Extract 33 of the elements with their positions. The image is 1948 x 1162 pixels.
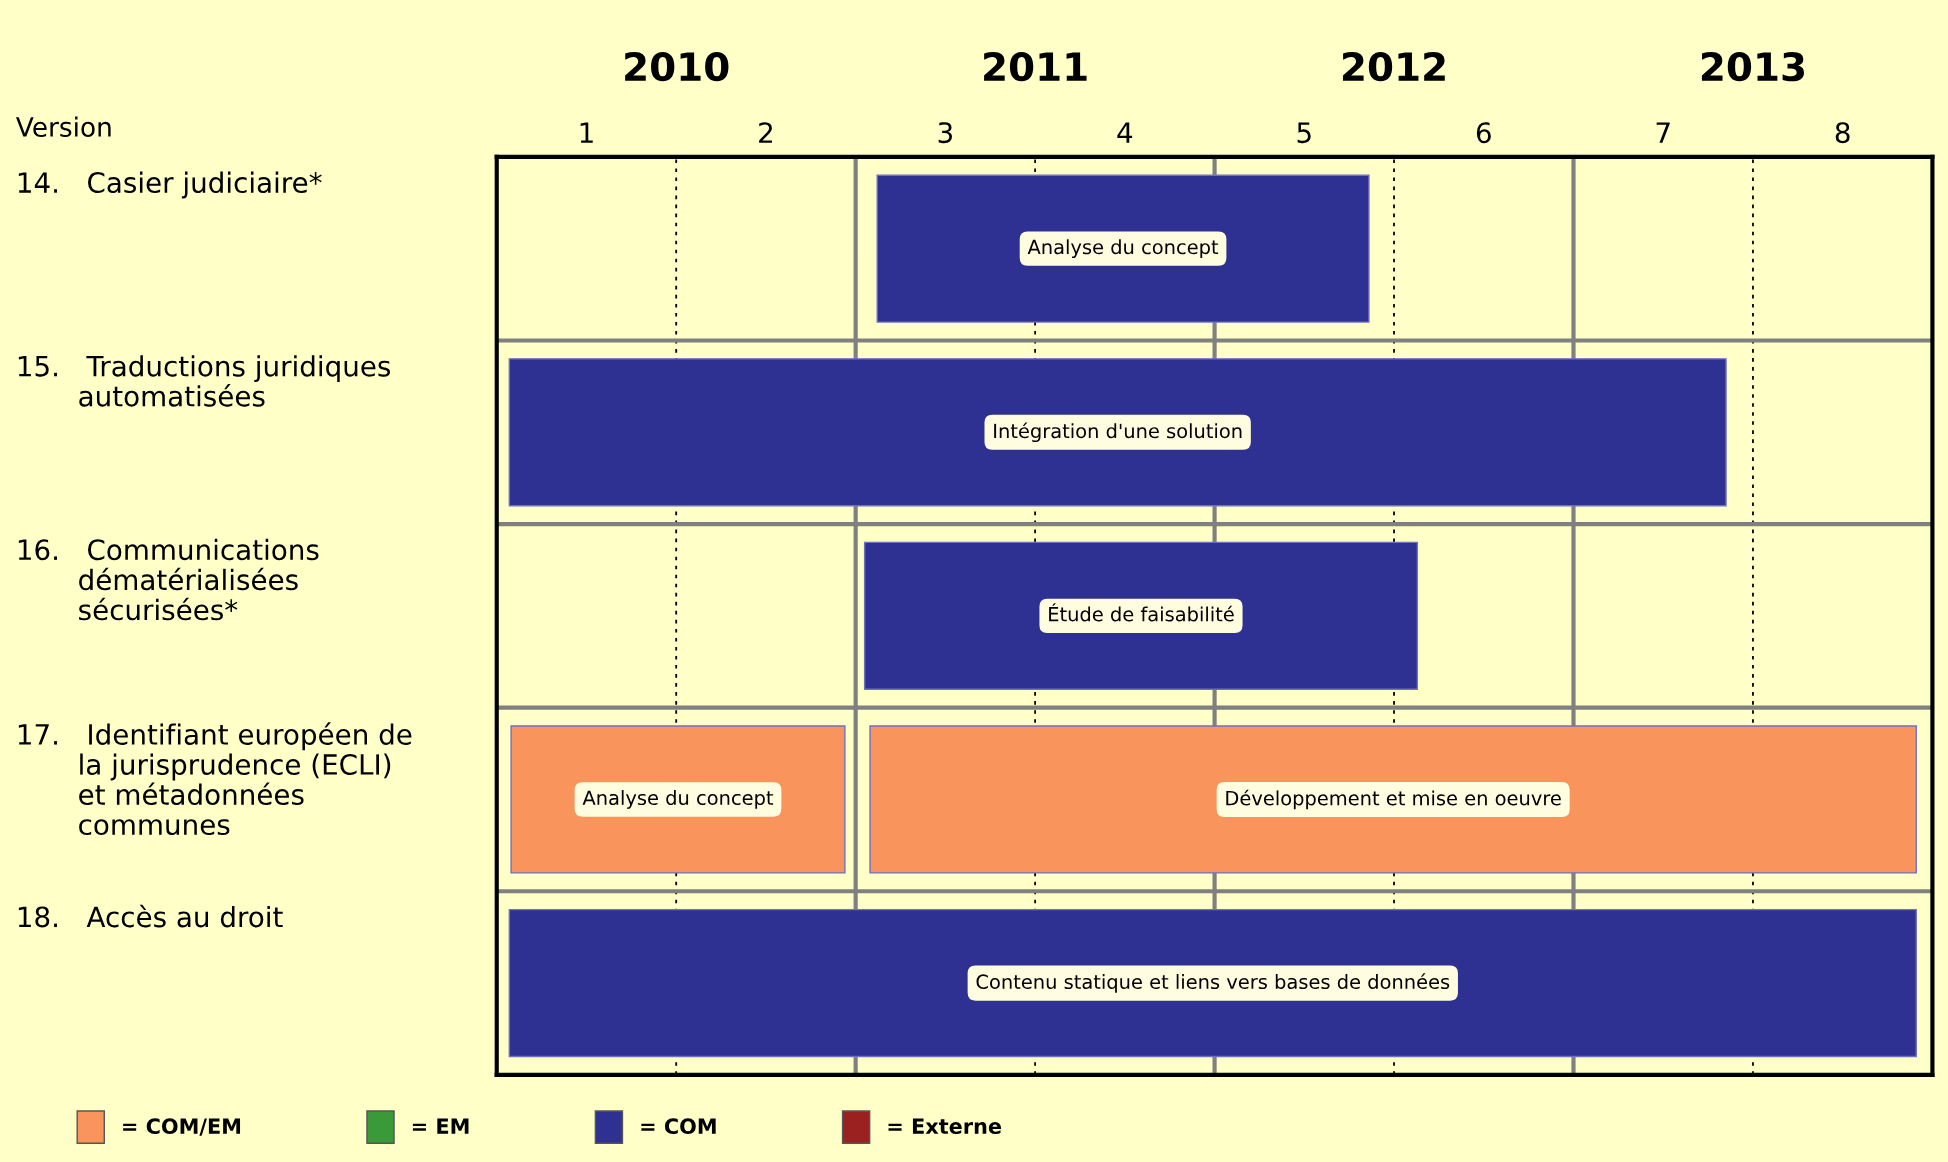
x-tick-label: 7 — [1656, 122, 1670, 143]
data-label: Contenu statique et liens vers bases de données — [976, 973, 1450, 993]
x-tick-label: 6 — [1476, 122, 1491, 144]
y-tick-label: 18. Accès au droit — [18, 904, 283, 928]
bar — [869, 725, 1917, 874]
x-axis-title: Version — [15, 116, 111, 137]
x-tick-label: 2 — [759, 122, 772, 143]
data-label: Analyse du concept — [1027, 239, 1219, 259]
bar — [508, 908, 1917, 1058]
y-tick-label: 16. Communications dématérialisées sécurisées* — [18, 538, 319, 621]
y-tick-label: 14. Casier judiciaire* — [18, 171, 322, 199]
y-tick-label: 17. Identifiant européen de la jurisprudence (ECLI) et métadonnées communes — [18, 722, 412, 836]
legend-label: = COM — [641, 1118, 716, 1135]
x2-tick-label: 2010 — [625, 51, 729, 82]
bar — [508, 358, 1727, 507]
legend-label: = COM/EM — [123, 1118, 241, 1136]
data-label: Intégration d'une solution — [994, 422, 1242, 443]
x-tick-label: 3 — [938, 122, 952, 144]
bar — [876, 174, 1370, 323]
legend-label: = EM — [412, 1118, 469, 1134]
y-tick-label: 15. Traductions juridiques automatisées — [18, 355, 391, 407]
legend-label: = Externe — [888, 1118, 1002, 1135]
x-tick-label: 5 — [1297, 122, 1311, 144]
x-tick-label: 1 — [580, 122, 593, 143]
x-tick-label: 8 — [1835, 122, 1850, 144]
data-label: Étude de faisabilité — [1049, 603, 1234, 622]
x2-tick-label: 2011 — [984, 51, 1087, 82]
data-label: Analyse du concept — [582, 790, 774, 809]
data-label: Développement et mise en oeuvre — [1226, 789, 1561, 810]
x-tick-label: 4 — [1117, 122, 1133, 143]
x2-tick-label: 2013 — [1701, 51, 1804, 82]
x2-tick-label: 2012 — [1343, 51, 1445, 82]
bar — [863, 541, 1419, 690]
